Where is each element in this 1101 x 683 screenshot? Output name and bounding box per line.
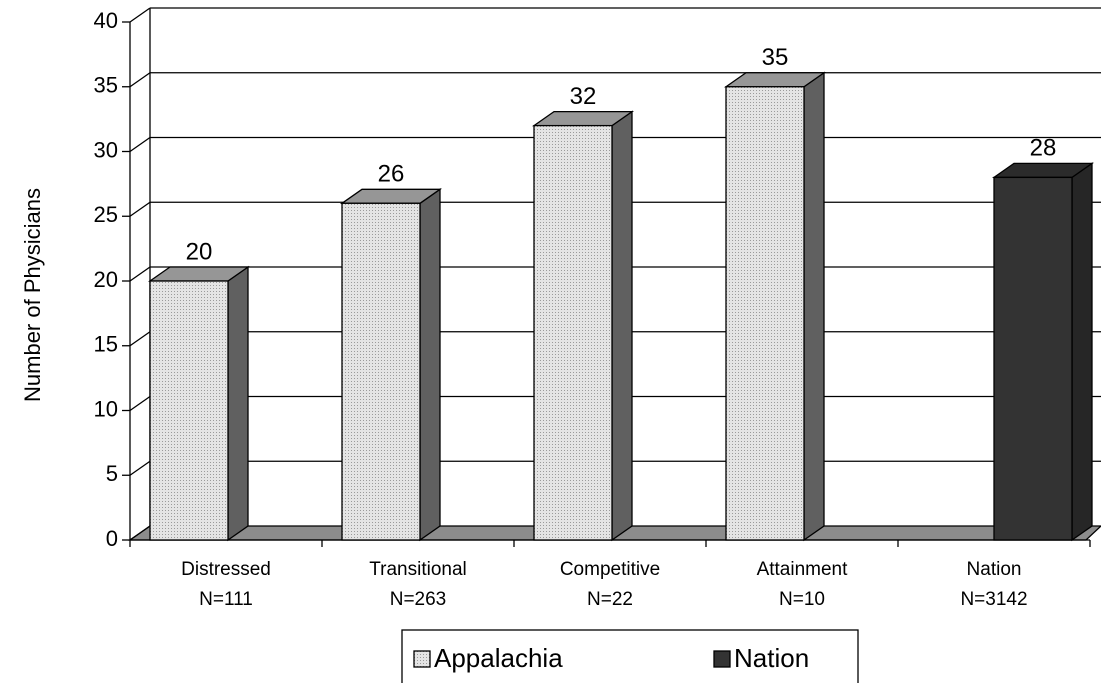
- x-tick-label: Transitional: [369, 559, 467, 580]
- x-tick-label: N=111: [199, 589, 253, 610]
- legend-label: Nation: [734, 643, 809, 673]
- grid-line-side: [129, 72, 151, 88]
- y-axis-title: Number of Physicians: [20, 188, 45, 402]
- x-tick-label: Attainment: [757, 559, 849, 580]
- x-tick-label: Distressed: [181, 559, 271, 580]
- y-tick-label: 5: [106, 461, 118, 486]
- bar: [993, 176, 1073, 541]
- grid-line-side: [129, 460, 151, 476]
- legend-swatch: [413, 650, 431, 668]
- x-tick-label: N=263: [390, 589, 447, 610]
- legend-swatch: [713, 650, 731, 668]
- grid-line-side: [129, 201, 151, 217]
- grid-line-side: [129, 266, 151, 282]
- bar-side: [227, 265, 249, 542]
- y-tick-label: 20: [94, 267, 118, 292]
- x-tick-label: Competitive: [560, 559, 660, 580]
- grid-line-side: [129, 136, 151, 153]
- bar: [341, 202, 421, 541]
- bar-side: [611, 110, 633, 542]
- data-label: 32: [570, 83, 597, 110]
- grid-line-side: [129, 331, 151, 347]
- x-tick-label: N=10: [779, 589, 825, 610]
- x-tick-label: N=3142: [960, 589, 1027, 610]
- data-label: 26: [378, 161, 405, 188]
- bar-side: [1071, 162, 1093, 542]
- y-tick-label: 0: [106, 526, 118, 551]
- bar-side: [803, 71, 825, 542]
- grid-line-side: [129, 7, 151, 23]
- data-label: 35: [762, 44, 789, 71]
- y-tick-label: 30: [94, 137, 118, 162]
- legend: Appalachia Nation: [401, 629, 859, 683]
- legend-label: Appalachia: [434, 643, 563, 673]
- y-tick-label: 35: [94, 73, 118, 98]
- x-tick-label: N=22: [587, 589, 633, 610]
- y-tick-label: 10: [94, 396, 118, 421]
- y-tick-label: 40: [94, 8, 118, 33]
- data-label: 20: [186, 238, 213, 265]
- bar-side: [419, 188, 441, 542]
- y-tick-label: 25: [94, 202, 118, 227]
- bar: [533, 124, 613, 541]
- grid-line-side: [129, 395, 151, 412]
- grid-line-side: [129, 525, 151, 541]
- data-label: 28: [1030, 135, 1057, 162]
- y-tick-label: 15: [94, 332, 118, 357]
- bar: [725, 86, 805, 541]
- x-tick-label: Nation: [967, 559, 1022, 580]
- legend-box: [401, 629, 859, 683]
- bar: [149, 280, 229, 541]
